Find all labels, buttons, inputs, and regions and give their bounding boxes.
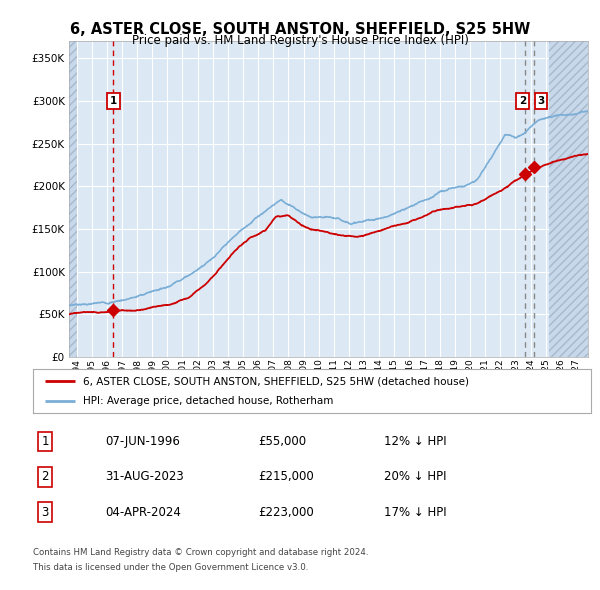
Text: £223,000: £223,000 bbox=[258, 506, 314, 519]
Text: 6, ASTER CLOSE, SOUTH ANSTON, SHEFFIELD, S25 5HW: 6, ASTER CLOSE, SOUTH ANSTON, SHEFFIELD,… bbox=[70, 22, 530, 37]
Text: 17% ↓ HPI: 17% ↓ HPI bbox=[384, 506, 446, 519]
Text: HPI: Average price, detached house, Rotherham: HPI: Average price, detached house, Roth… bbox=[83, 396, 334, 407]
Text: 6, ASTER CLOSE, SOUTH ANSTON, SHEFFIELD, S25 5HW (detached house): 6, ASTER CLOSE, SOUTH ANSTON, SHEFFIELD,… bbox=[83, 376, 469, 386]
Bar bbox=[548, 41, 588, 357]
Text: 1: 1 bbox=[110, 96, 117, 106]
Text: 2: 2 bbox=[519, 96, 526, 106]
Text: 12% ↓ HPI: 12% ↓ HPI bbox=[384, 435, 446, 448]
Text: 31-AUG-2023: 31-AUG-2023 bbox=[105, 470, 184, 483]
Text: This data is licensed under the Open Government Licence v3.0.: This data is licensed under the Open Gov… bbox=[33, 563, 308, 572]
Text: 2: 2 bbox=[41, 470, 49, 483]
Text: £215,000: £215,000 bbox=[258, 470, 314, 483]
Text: Price paid vs. HM Land Registry's House Price Index (HPI): Price paid vs. HM Land Registry's House … bbox=[131, 34, 469, 47]
Text: 07-JUN-1996: 07-JUN-1996 bbox=[105, 435, 180, 448]
Text: 3: 3 bbox=[41, 506, 49, 519]
Text: 3: 3 bbox=[538, 96, 545, 106]
Text: Contains HM Land Registry data © Crown copyright and database right 2024.: Contains HM Land Registry data © Crown c… bbox=[33, 548, 368, 557]
Text: 04-APR-2024: 04-APR-2024 bbox=[105, 506, 181, 519]
Text: 1: 1 bbox=[41, 435, 49, 448]
Text: 20% ↓ HPI: 20% ↓ HPI bbox=[384, 470, 446, 483]
Bar bbox=[69, 41, 77, 357]
Text: £55,000: £55,000 bbox=[258, 435, 306, 448]
